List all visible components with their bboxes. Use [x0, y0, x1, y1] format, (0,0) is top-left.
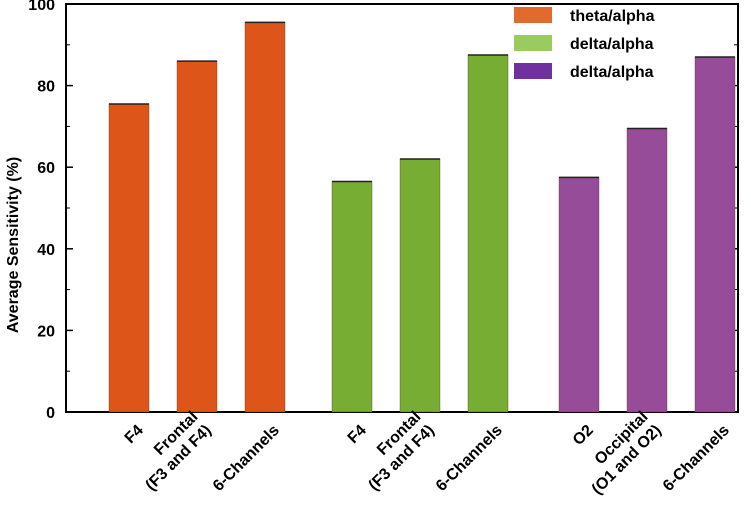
bar	[399, 158, 441, 413]
y-tick-label: 80	[37, 79, 55, 96]
y-tick-label: 40	[37, 242, 55, 259]
y-tick-label: 20	[37, 323, 55, 340]
legend-label: delta/alpha	[570, 64, 654, 81]
bar	[108, 103, 150, 413]
bars	[108, 21, 736, 413]
legend-label: theta/alpha	[570, 8, 655, 25]
y-axis-label: Average Sensitivity (%)	[5, 157, 22, 333]
x-tick-label: 6-Channels	[660, 422, 733, 495]
x-tick-label: 6-Channels	[433, 422, 506, 495]
x-tick-label: Frontal(F3 and F4)	[129, 408, 215, 494]
x-tick-label-line: 6-Channels	[210, 422, 283, 495]
bar	[694, 56, 736, 413]
x-tick-label: F4	[345, 422, 370, 447]
x-tick-label: Occipital(O1 and O2)	[575, 408, 665, 498]
y-tick-label: 0	[46, 405, 55, 422]
legend-swatch	[514, 63, 552, 79]
x-tick-label: 6-Channels	[210, 422, 283, 495]
y-tick-label: 100	[28, 0, 55, 14]
x-tick-label-line: O2	[570, 422, 597, 449]
bar	[244, 21, 286, 413]
bar	[467, 54, 509, 413]
x-tick-label-line: F4	[345, 422, 370, 447]
bar	[331, 180, 373, 413]
x-tick-label: O2	[570, 422, 597, 449]
legend: theta/alpha delta/alpha delta/alpha	[514, 7, 655, 81]
x-tick-label: F4	[122, 422, 147, 447]
x-tick-label-line: 6-Channels	[660, 422, 733, 495]
y-tick-label: 60	[37, 160, 55, 177]
bar	[176, 60, 218, 413]
bar	[626, 127, 668, 413]
bar	[558, 176, 600, 413]
category-labels: F4 Frontal(F3 and F4)6-Channels F4 Frontal(…	[122, 408, 733, 498]
legend-label: delta/alpha	[570, 36, 654, 53]
x-tick-label: Frontal(F3 and F4)	[352, 408, 438, 494]
x-tick-label-line: F4	[122, 422, 147, 447]
legend-swatch	[514, 35, 552, 51]
legend-swatch	[514, 7, 552, 23]
x-tick-label-line: 6-Channels	[433, 422, 506, 495]
